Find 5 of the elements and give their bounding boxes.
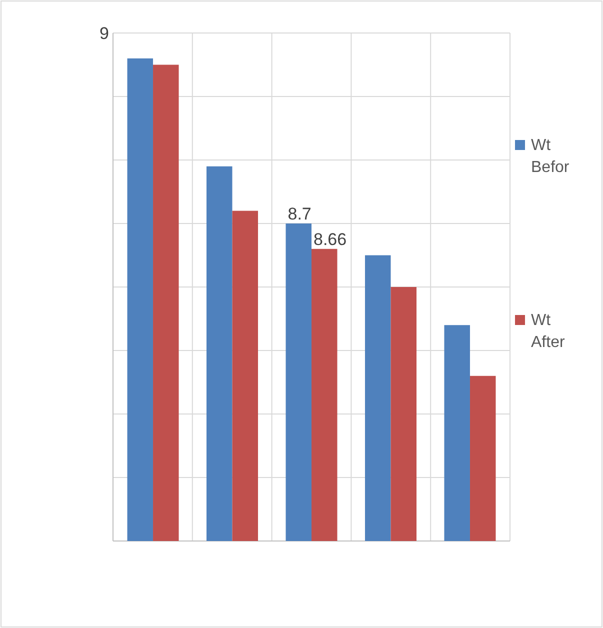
data-label: 8.7 [288,204,312,224]
data-label: 8.66 [314,230,347,249]
legend-label: Wt After [531,312,566,351]
legend-label: Wt Befor [531,137,570,176]
text: 9 [100,24,109,43]
